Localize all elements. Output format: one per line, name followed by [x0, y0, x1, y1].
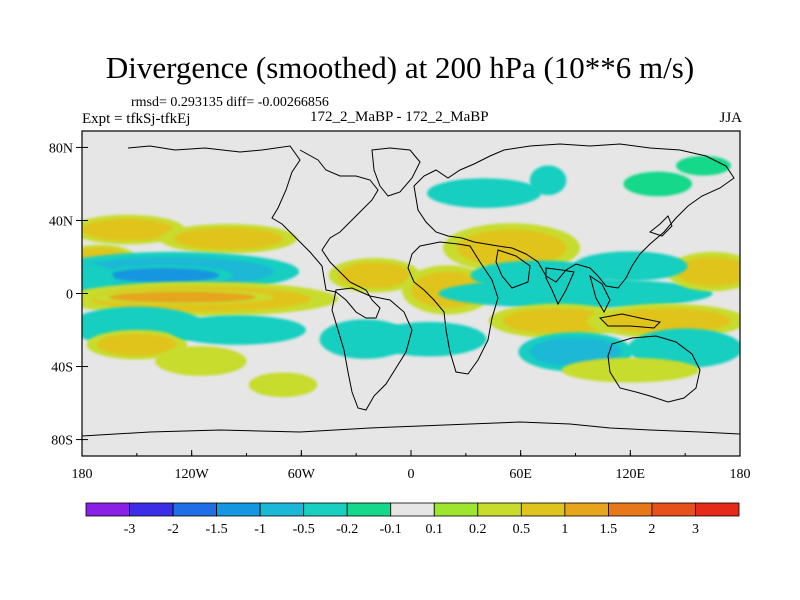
colorbar-box — [608, 502, 653, 517]
coastline-north-america — [127, 145, 381, 319]
coastline-south-america — [331, 287, 413, 411]
coastline-australia — [607, 335, 701, 403]
stats-text: rmsd= 0.293135 diff= -0.00266856 — [131, 95, 329, 110]
colorbar-box — [520, 502, 566, 517]
x-tick-label: 120E — [616, 467, 646, 482]
coastline-africa — [407, 241, 499, 375]
colorbar-label: 3 — [692, 522, 699, 537]
colorbar-label: -0.1 — [380, 522, 402, 537]
colorbar-box — [477, 502, 522, 517]
x-tick-label: 180 — [730, 467, 751, 482]
field-anomaly — [630, 174, 686, 194]
colorbar-label: 1 — [561, 522, 568, 537]
colorbar-box — [129, 502, 174, 517]
colorbar-box — [390, 502, 435, 517]
field-anomaly — [602, 308, 731, 334]
colorbar: -3 -2 -1.5 -1 -0.5 -0.2 -0.1 0.1 0.2 0.5 1 1.5 2 3 — [85, 502, 740, 537]
colorbar-box — [346, 502, 392, 517]
colorbar-label: -1 — [254, 522, 266, 537]
x-axis: 180 120W 60W 0 60E 120E 180 — [72, 450, 751, 482]
field-anomaly — [96, 333, 178, 356]
colorbar-label: -0.2 — [336, 522, 358, 537]
field-anomaly — [584, 255, 677, 278]
plot-area — [81, 130, 741, 457]
x-tick-label: 0 — [408, 467, 415, 482]
colorbar-label: 1.5 — [600, 522, 618, 537]
coastline-japan — [648, 215, 673, 237]
field-anomaly — [681, 158, 726, 173]
coastline-eurasia — [413, 143, 735, 289]
coastlines — [82, 143, 740, 437]
colorbar-label: -2 — [167, 522, 179, 537]
field-anomaly — [109, 267, 220, 283]
colorbar-box — [172, 502, 217, 517]
y-tick-label: 80S — [51, 434, 73, 449]
field-anomaly — [533, 169, 563, 192]
field-anomaly — [337, 262, 412, 289]
coastline-india — [545, 267, 575, 306]
field-anomaly — [173, 227, 284, 250]
case-text: 172_2_MaBP - 172_2_MaBP — [310, 109, 489, 125]
colorbar-label: 0.5 — [513, 522, 531, 537]
colorbar-box — [85, 502, 130, 517]
colorbar-label: -1.5 — [206, 522, 228, 537]
field-anomaly — [82, 267, 110, 290]
field-anomaly — [529, 337, 622, 367]
colorbar-label: 0.1 — [426, 522, 444, 537]
coastline-greenland — [371, 147, 421, 197]
y-axis: 80N 40N 0 40S 80S — [49, 141, 88, 449]
coastline-se-asia — [589, 274, 662, 329]
chart-title: Divergence (smoothed) at 200 hPa (10**6 … — [105, 50, 695, 85]
season-label: JJA — [719, 110, 742, 126]
experiment-text: Expt = tfkSj-tfkEj — [82, 111, 191, 127]
coastline-arabia — [495, 249, 531, 289]
y-tick-label: 0 — [66, 288, 73, 303]
colorbar-box — [303, 502, 348, 517]
coastline-antarctica — [82, 421, 740, 437]
x-tick-label: 60E — [509, 467, 532, 482]
x-tick-label: 180 — [72, 467, 93, 482]
field-anomaly — [502, 308, 613, 334]
divergence-field — [82, 155, 740, 398]
field-anomaly — [82, 218, 174, 241]
y-tick-label: 80N — [49, 141, 73, 156]
field-anomaly — [438, 182, 530, 205]
field-anomaly — [575, 361, 686, 380]
colorbar-label: -0.5 — [293, 522, 315, 537]
colorbar-label: -3 — [124, 522, 136, 537]
colorbar-label: 2 — [648, 522, 655, 537]
x-tick-label: 120W — [175, 467, 210, 482]
y-tick-label: 40S — [51, 361, 73, 376]
field-anomaly — [182, 319, 293, 341]
field-anomaly — [383, 326, 475, 352]
field-anomaly — [676, 256, 740, 287]
field-anomaly — [255, 375, 311, 394]
field-anomaly — [109, 291, 256, 303]
colorbar-box — [433, 502, 479, 517]
colorbar-box — [216, 502, 261, 517]
colorbar-box — [695, 502, 740, 517]
colorbar-box — [564, 502, 609, 517]
field-anomaly — [465, 282, 686, 305]
y-tick-label: 40N — [49, 214, 73, 229]
colorbar-label: 0.2 — [469, 522, 487, 537]
field-anomaly — [164, 350, 238, 373]
x-tick-label: 60W — [288, 467, 316, 482]
colorbar-box — [259, 502, 305, 517]
colorbar-box — [651, 502, 696, 517]
